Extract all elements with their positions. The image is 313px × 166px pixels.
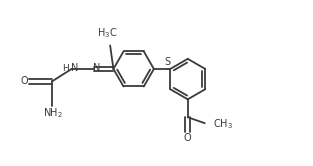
Text: CH$_3$: CH$_3$ [213, 117, 233, 131]
Text: S: S [165, 57, 171, 67]
Text: N: N [93, 63, 101, 73]
Text: O: O [20, 76, 28, 86]
Text: N: N [70, 63, 78, 73]
Text: H: H [62, 64, 69, 73]
Text: NH$_2$: NH$_2$ [43, 106, 63, 120]
Text: H$_3$C: H$_3$C [97, 26, 118, 40]
Text: O: O [184, 133, 192, 143]
